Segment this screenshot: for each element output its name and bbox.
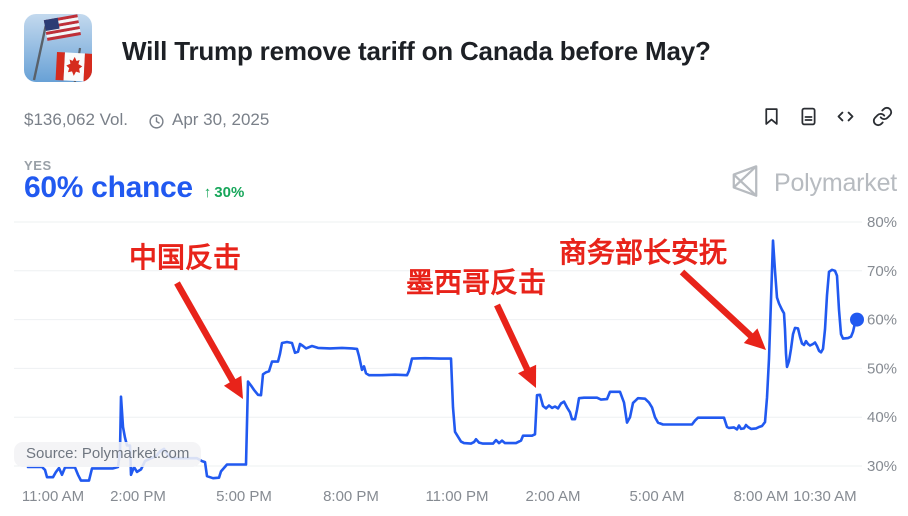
market-image [24,14,92,82]
y-axis-tick: 40% [867,409,897,426]
price-change: ↑ 30% [204,184,245,201]
volume-text: $136,062 Vol. [24,110,128,129]
toolbar [759,106,894,130]
y-axis-tick: 50% [867,360,897,377]
document-icon [798,106,819,130]
x-axis-tick: 2:00 AM [525,488,580,505]
annotation-arrow [679,269,756,341]
y-axis-tick: 70% [867,263,897,280]
x-axis-tick: 8:00 PM [323,488,379,505]
x-axis-tick: 11:00 AM [22,488,84,505]
chance-text: 60% chance [24,171,193,204]
x-axis-tick: 5:00 AM [629,488,684,505]
source-attribution: Source: Polymarket.com [14,442,202,467]
us-flag [43,14,81,41]
change-value: 30% [214,184,245,201]
y-axis-tick: 30% [867,458,897,475]
copy-link-button[interactable] [870,106,894,130]
annotation-arrow [494,303,532,374]
annotation-label: 商务部长安抚 [559,237,727,268]
market-title: Will Trump remove tariff on Canada befor… [122,36,711,66]
annotation-arrowhead [223,375,243,399]
flags-image [24,14,92,82]
up-arrow-icon: ↑ [203,184,212,201]
chance-row: 60% chance ↑ 30% [24,171,244,205]
current-price-dot [850,312,864,327]
x-axis-tick: 8:00 AM [733,488,788,505]
outcome-label: YES [24,158,52,173]
annotation-arrowhead [518,364,537,388]
clock-icon [148,113,165,130]
x-axis-tick: 10:30 AM [793,488,856,505]
link-icon [872,106,893,130]
end-date-text: Apr 30, 2025 [171,110,270,129]
polymarket-watermark: Polymarket [726,161,897,206]
x-axis-tick: 5:00 PM [216,488,272,505]
rules-button[interactable] [796,106,820,130]
embed-code-icon [835,106,856,130]
x-axis-tick: 11:00 PM [425,488,488,505]
bookmark-icon [761,106,782,130]
annotation-arrow [174,281,237,385]
annotation-label: 墨西哥反击 [406,267,546,298]
embed-button[interactable] [833,106,857,130]
annotation-arrowhead [743,328,766,350]
y-axis-tick: 80% [867,214,897,231]
x-axis-tick: 2:00 PM [110,488,166,505]
bookmark-button[interactable] [759,106,783,130]
polymarket-logo-icon [726,161,764,206]
maple-leaf-icon [66,56,83,76]
market-meta: $136,062 Vol. Apr 30, 2025 [24,110,269,130]
annotation-label: 中国反击 [129,242,241,273]
y-axis-tick: 60% [867,312,897,329]
polymarket-logo-text: Polymarket [774,169,898,197]
